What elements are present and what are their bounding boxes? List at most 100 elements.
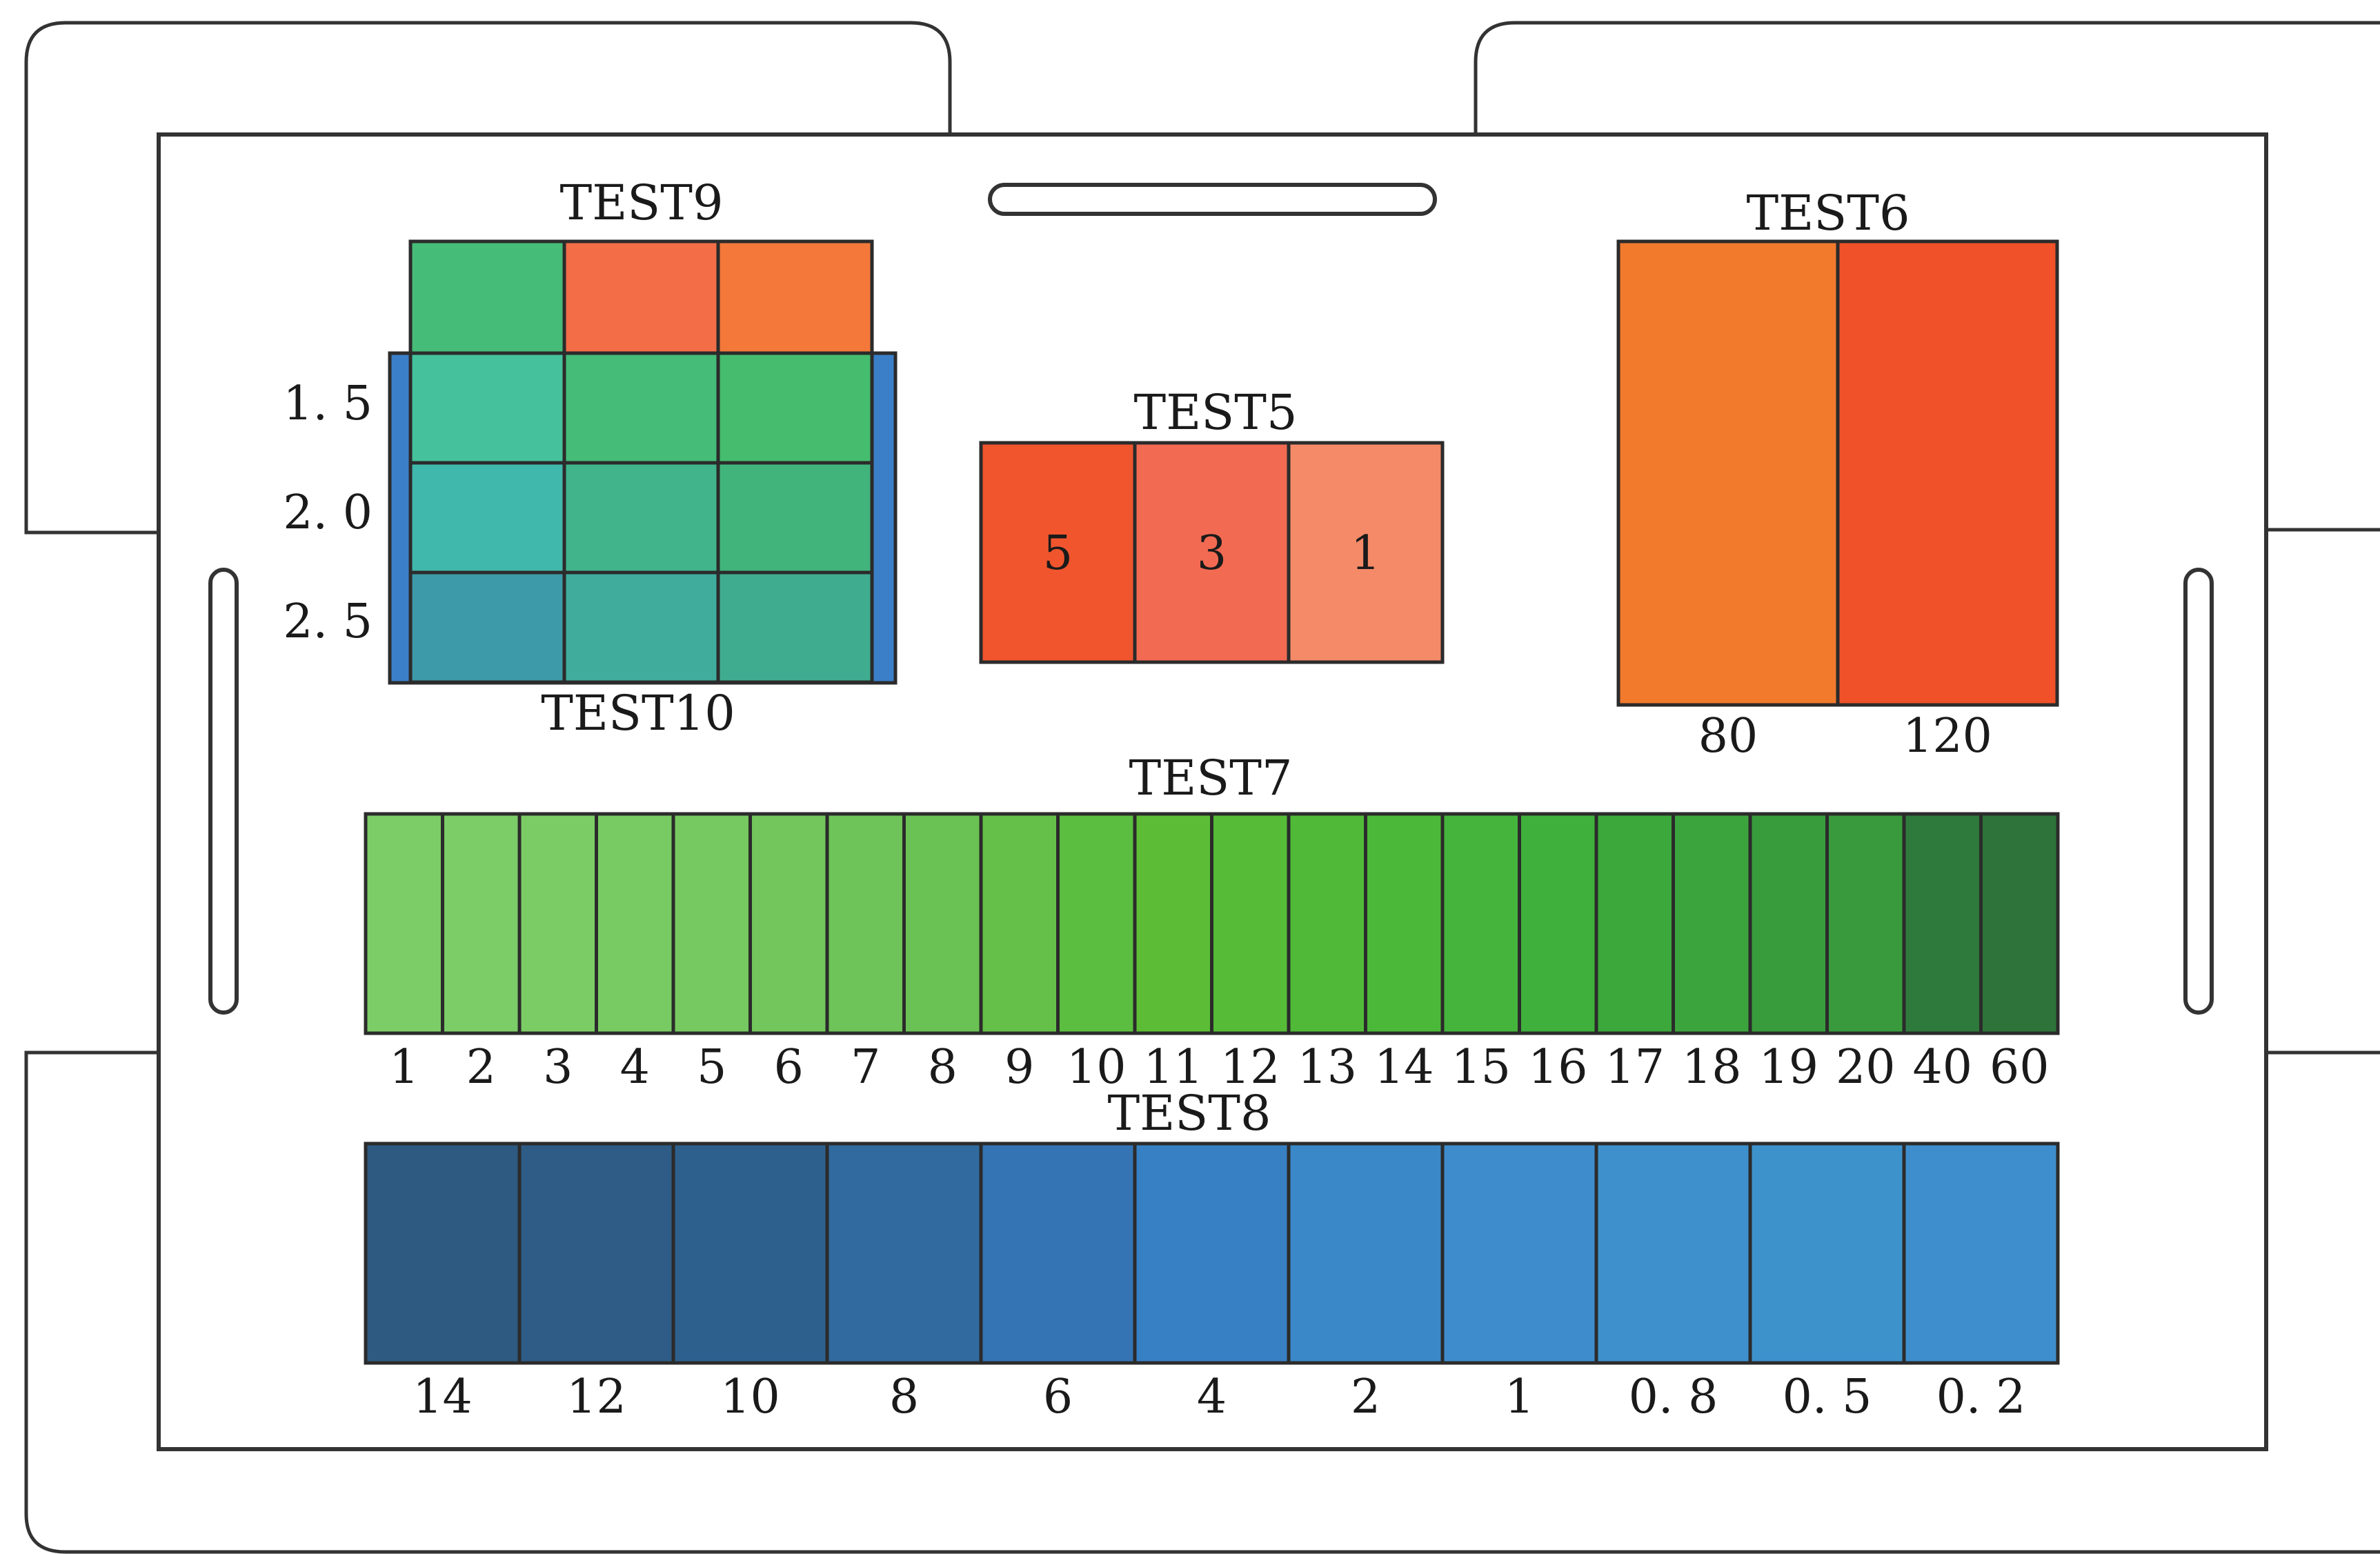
tray-outline-top-right <box>1474 21 2380 135</box>
tray-outline-top-left <box>24 21 952 535</box>
test7-label-16: 16 <box>1528 1040 1588 1095</box>
test8-label-6: 4 <box>1197 1370 1227 1424</box>
test7-label-20: 20 <box>1836 1040 1896 1095</box>
test7-swatch-12 <box>1210 812 1291 1035</box>
test7-swatch-20 <box>1825 812 1906 1035</box>
test9-swatches <box>408 239 874 355</box>
tray-outline-bottom <box>24 1050 2380 1554</box>
test7-label-10: 10 <box>1067 1040 1127 1095</box>
test7-swatch-17 <box>1594 812 1675 1035</box>
test7-label-7: 7 <box>851 1040 880 1095</box>
test7-swatch-3 <box>517 812 598 1035</box>
test7-swatch-18 <box>1672 812 1752 1035</box>
test5-title: TEST5 <box>1134 384 1298 441</box>
test5-swatches: 5 3 1 <box>979 441 1445 664</box>
test7-swatch-9 <box>979 812 1060 1035</box>
test8-label-2: 12 <box>566 1370 626 1424</box>
test8-label-9: 0. 8 <box>1629 1370 1718 1424</box>
test7-swatch-7 <box>825 812 906 1035</box>
test8-label-10: 0. 5 <box>1783 1370 1872 1424</box>
test7-swatches: 1 2 3 4 5 6 7 8 9 10 11 12 13 14 15 16 17 18 19 20 40 60 <box>364 812 2060 1095</box>
test7-swatch-5 <box>671 812 752 1035</box>
left-slot <box>208 568 239 1015</box>
test5-value-2: 3 <box>1197 526 1227 581</box>
test5-swatch-3 <box>1287 441 1445 664</box>
test7-swatch-13 <box>1287 812 1367 1035</box>
test10-grid <box>408 351 874 684</box>
test8-label-5: 6 <box>1043 1370 1073 1424</box>
test7-label-18: 18 <box>1682 1040 1742 1095</box>
test8-swatch-7 <box>1287 1142 1445 1365</box>
test10-row-label-1: 1. 5 <box>283 377 373 431</box>
test10-cell-r1-c3 <box>716 351 874 465</box>
test8-swatch-1 <box>364 1142 522 1365</box>
test7-label-15: 15 <box>1451 1040 1511 1095</box>
test8-title: TEST8 <box>1108 1085 1271 1142</box>
test6-swatch-1 <box>1616 239 1840 707</box>
test7-swatch-15 <box>1440 812 1521 1035</box>
test6-label-1: 80 <box>1698 709 1758 764</box>
test6-label-2: 120 <box>1903 709 1992 764</box>
test8-label-4: 8 <box>889 1370 919 1424</box>
test8-swatch-9 <box>1594 1142 1752 1365</box>
test7-label-2: 2 <box>466 1040 496 1095</box>
test7-swatch-16 <box>1518 812 1598 1035</box>
test5-value-3: 1 <box>1351 526 1380 581</box>
test7-swatch-4 <box>595 812 675 1035</box>
test10-cell-r1-c1 <box>408 351 566 465</box>
test10-row-label-3: 2. 5 <box>283 595 373 649</box>
test7-label-19: 19 <box>1758 1040 1818 1095</box>
test7-label-21: 40 <box>1912 1040 1972 1095</box>
test7-label-3: 3 <box>543 1040 573 1095</box>
test10-row-label-2: 2. 0 <box>283 486 373 540</box>
test5-value-1: 5 <box>1043 526 1073 581</box>
test8-swatch-4 <box>825 1142 983 1365</box>
test7-swatch-19 <box>1748 812 1829 1035</box>
test6-swatches: 80 120 <box>1616 239 2059 764</box>
test7-title: TEST7 <box>1129 750 1293 806</box>
test8-label-1: 14 <box>413 1370 473 1424</box>
test8-swatch-6 <box>1133 1142 1291 1365</box>
right-slot <box>2183 568 2214 1015</box>
test10-cell-r3-c3 <box>716 570 874 684</box>
test8-swatch-11 <box>1902 1142 2060 1365</box>
test10-cell-r2-c1 <box>408 461 566 575</box>
test8-label-7: 2 <box>1351 1370 1380 1424</box>
test7-swatch-8 <box>902 812 983 1035</box>
test7-label-12: 12 <box>1220 1040 1280 1095</box>
test7-label-1: 1 <box>389 1040 419 1095</box>
test6-swatch-2 <box>1836 239 2059 707</box>
test7-label-4: 4 <box>620 1040 650 1095</box>
test8-swatch-3 <box>671 1142 829 1365</box>
test9-title: TEST9 <box>560 175 724 231</box>
test7-label-5: 5 <box>697 1040 726 1095</box>
test7-swatch-11 <box>1133 812 1213 1035</box>
test10-cell-r2-c2 <box>562 461 720 575</box>
test8-swatches: 14 12 10 8 6 4 2 1 0. 8 0. 5 0. 2 <box>364 1142 2060 1424</box>
test8-swatch-8 <box>1440 1142 1598 1365</box>
test8-label-11: 0. 2 <box>1936 1370 2026 1424</box>
test7-label-11: 11 <box>1143 1040 1203 1095</box>
test8-swatch-2 <box>517 1142 675 1365</box>
test7-label-22: 60 <box>1990 1040 2050 1095</box>
test10-cell-r1-c2 <box>562 351 720 465</box>
test8-label-3: 10 <box>720 1370 780 1424</box>
test9-swatch-3 <box>716 239 874 355</box>
test7-label-9: 9 <box>1004 1040 1034 1095</box>
test9-swatch-2 <box>562 239 720 355</box>
test7-swatch-21 <box>1902 812 1983 1035</box>
test10-title: TEST10 <box>541 685 735 741</box>
test7-swatch-1 <box>364 812 444 1035</box>
test7-swatch-14 <box>1364 812 1445 1035</box>
test10-cell-r3-c2 <box>562 570 720 684</box>
test7-label-17: 17 <box>1605 1040 1665 1095</box>
test8-swatch-10 <box>1748 1142 1906 1365</box>
test7-swatch-10 <box>1056 812 1137 1035</box>
test9-swatch-1 <box>408 239 566 355</box>
test7-label-14: 14 <box>1374 1040 1434 1095</box>
test7-swatch-6 <box>748 812 829 1035</box>
test10-cell-r3-c1 <box>408 570 566 684</box>
test8-swatch-5 <box>979 1142 1137 1365</box>
